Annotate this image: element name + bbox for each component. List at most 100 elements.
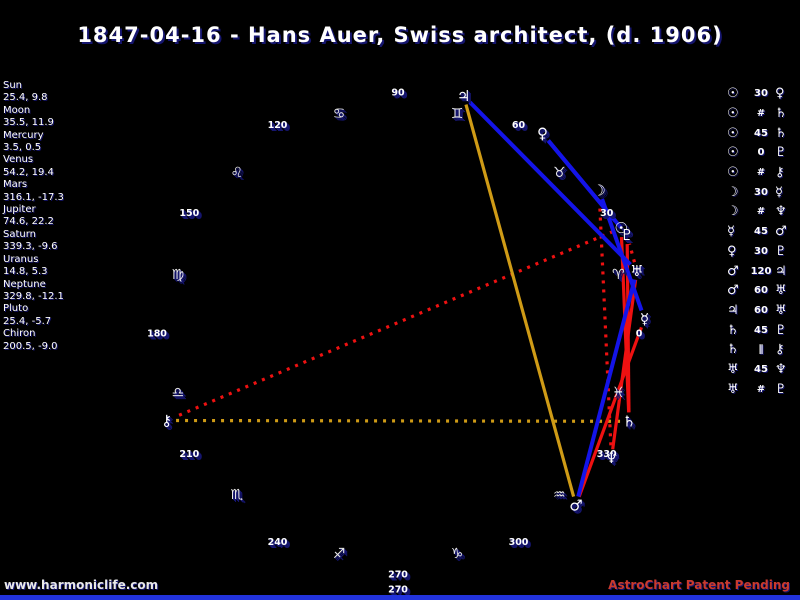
planet-name-chiron: Chiron (3, 328, 36, 340)
aspect-row: ☽ 30 ☿ (727, 182, 799, 202)
sign-glyph-aquarius: ♒ (553, 487, 566, 503)
aspect-row: ☿ 45 ♂ (727, 222, 799, 242)
page-title: 1847-04-16 - Hans Auer, Swiss architect,… (77, 23, 723, 47)
planet-glyph-venus: ♀ (539, 127, 550, 145)
planet-glyph: ⚷ (775, 342, 785, 358)
planet-glyph-venus: ♀ (537, 125, 548, 143)
patent-notice: AstroChart Patent Pending (608, 578, 790, 592)
planet-glyph: ♇ (775, 145, 787, 161)
planet-glyph: ♂ (775, 224, 787, 240)
planet-glyph: ♆ (775, 204, 787, 220)
sign-glyph-sagittarius: ♐ (333, 546, 346, 562)
planet-glyph-pluto: ♇ (620, 226, 633, 244)
planet-coords-mars: 316.1, -17.3 (3, 191, 64, 203)
planet-name-sun: Sun (3, 80, 23, 91)
planet-glyph: ☉ (727, 145, 739, 161)
aspect-symbol: 60 (754, 285, 768, 297)
aspect-row: ♄ ∥ ⚷ (727, 340, 799, 360)
degree-label-240: 240 (268, 537, 288, 548)
aspect-line-mercury-mars (577, 326, 643, 498)
planet-glyph: ☽ (727, 204, 739, 220)
planet-position-table: Sun 25.4, 9.8 Moon 35.5, 11.9 Mercury 3.5, 0.… (3, 80, 64, 353)
aspect-line-saturn-chiron (175, 418, 621, 423)
planet-name-saturn: Saturn (3, 228, 37, 240)
planet-glyph-sun: ☉ (614, 219, 627, 237)
planet-glyph-mercury: ☿ (642, 312, 651, 330)
degree-label-0: 0 (638, 331, 645, 342)
aspect-symbol: ∥ (758, 344, 764, 356)
degree-label-30: 30 (600, 208, 614, 219)
aspect-symbol: 45 (754, 363, 768, 375)
degree-label-0: 0 (636, 329, 643, 340)
degree-label-extra: 270 (388, 585, 408, 596)
planet-glyph: ♄ (727, 322, 739, 338)
aspect-symbol: 45 (754, 324, 768, 336)
aspect-symbol: # (756, 108, 766, 120)
sign-glyph-virgo: ♍ (173, 269, 186, 285)
degree-label-270: 270 (390, 572, 410, 583)
aspect-symbol: # (756, 167, 766, 179)
planet-glyph-uranus: ♅ (630, 262, 643, 280)
degree-label-90: 90 (393, 90, 407, 101)
planet-glyph: ☿ (727, 224, 735, 240)
planet-glyph-moon: ☽ (594, 184, 607, 202)
planet-coords-mercury: 3.5, 0.5 (3, 142, 42, 154)
planet-glyph-neptune: ♆ (605, 449, 618, 467)
sign-glyph-sagittarius: ♐ (335, 548, 348, 564)
planet-name-mars: Mars (3, 179, 28, 191)
aspect-line-mars-uranus (576, 279, 637, 498)
planet-glyph-moon: ☽ (592, 182, 605, 200)
planet-name-venus: Venus (3, 154, 34, 166)
planet-glyph-pluto: ♇ (622, 228, 635, 246)
planet-glyph: ☉ (727, 125, 739, 141)
aspect-row: ☉ # ⚷ (727, 163, 799, 183)
planet-glyph: ♅ (775, 302, 787, 318)
aspect-row: ♂ 60 ♅ (727, 281, 799, 301)
planet-glyph: ♀ (727, 243, 737, 259)
planet-glyph: ⚷ (775, 165, 785, 181)
aspect-row: ☉ # ♄ (727, 104, 799, 124)
planet-glyph: ♃ (775, 263, 787, 279)
planet-glyph: ♄ (775, 125, 787, 141)
sign-glyph-aries: ♈ (612, 267, 625, 283)
sign-glyph-leo: ♌ (230, 165, 243, 181)
aspect-line-moon-neptune (597, 199, 613, 450)
aspect-symbol: 30 (754, 88, 768, 100)
sign-glyph-aries: ♈ (614, 269, 627, 285)
degree-label-150: 150 (179, 208, 199, 219)
sign-glyph-aquarius: ♒ (555, 489, 568, 505)
planet-coords-chiron: 200.5, -9.0 (3, 340, 58, 352)
aspect-list: ☉ 30 ♀ ☉ # ♄ ☉ 45 ♄ ☉ 0 ♇ ☉ # ⚷ ☽ 30 ☿ ☽ # ♆ ☿ 45 ♂ ♀ 30 ♇ ♂ 120 ♃ ♂ 60… (727, 84, 799, 399)
planet-glyph: ♅ (727, 361, 739, 377)
planet-coords-sun: 25.4, 9.8 (3, 92, 48, 104)
planet-coords-uranus: 14.8, 5.3 (3, 266, 48, 278)
planet-glyph-jupiter: ♃ (459, 89, 472, 107)
aspect-symbol: 0 (757, 147, 765, 159)
sign-glyph-cancer: ♋ (333, 106, 346, 122)
sign-glyph-pisces: ♓ (614, 387, 627, 403)
sign-glyph-pisces: ♓ (612, 385, 625, 401)
planet-glyph: ☉ (727, 165, 739, 181)
planet-glyph-sun: ☉ (616, 221, 629, 239)
degree-label-120: 120 (270, 122, 290, 133)
planet-glyph: ♄ (727, 342, 739, 358)
planet-name-jupiter: Jupiter (3, 204, 36, 216)
planet-coords-jupiter: 74.6, 22.2 (3, 216, 54, 228)
sign-glyph-libra: ♎ (173, 387, 186, 403)
planet-glyph: ♃ (727, 302, 739, 318)
planet-glyph-mercury: ☿ (640, 310, 649, 328)
planet-glyph: ♅ (775, 283, 787, 299)
planet-glyph: ♇ (775, 243, 787, 259)
planet-glyph-neptune: ♆ (607, 451, 620, 469)
aspect-symbol: # (756, 383, 766, 395)
sign-glyph-taurus: ♉ (553, 165, 566, 181)
sign-glyph-capricorn: ♑ (453, 548, 466, 564)
degree-label-240: 240 (270, 539, 290, 550)
sign-glyph-capricorn: ♑ (451, 546, 464, 562)
aspect-symbol: # (756, 206, 766, 218)
sign-glyph-scorpio: ♏ (230, 487, 243, 503)
planet-coords-pluto: 25.4, -5.7 (3, 315, 52, 327)
website-link: www.harmoniclife.com (4, 578, 159, 592)
aspect-symbol: 30 (754, 245, 768, 257)
degree-label-270: 270 (388, 570, 408, 581)
